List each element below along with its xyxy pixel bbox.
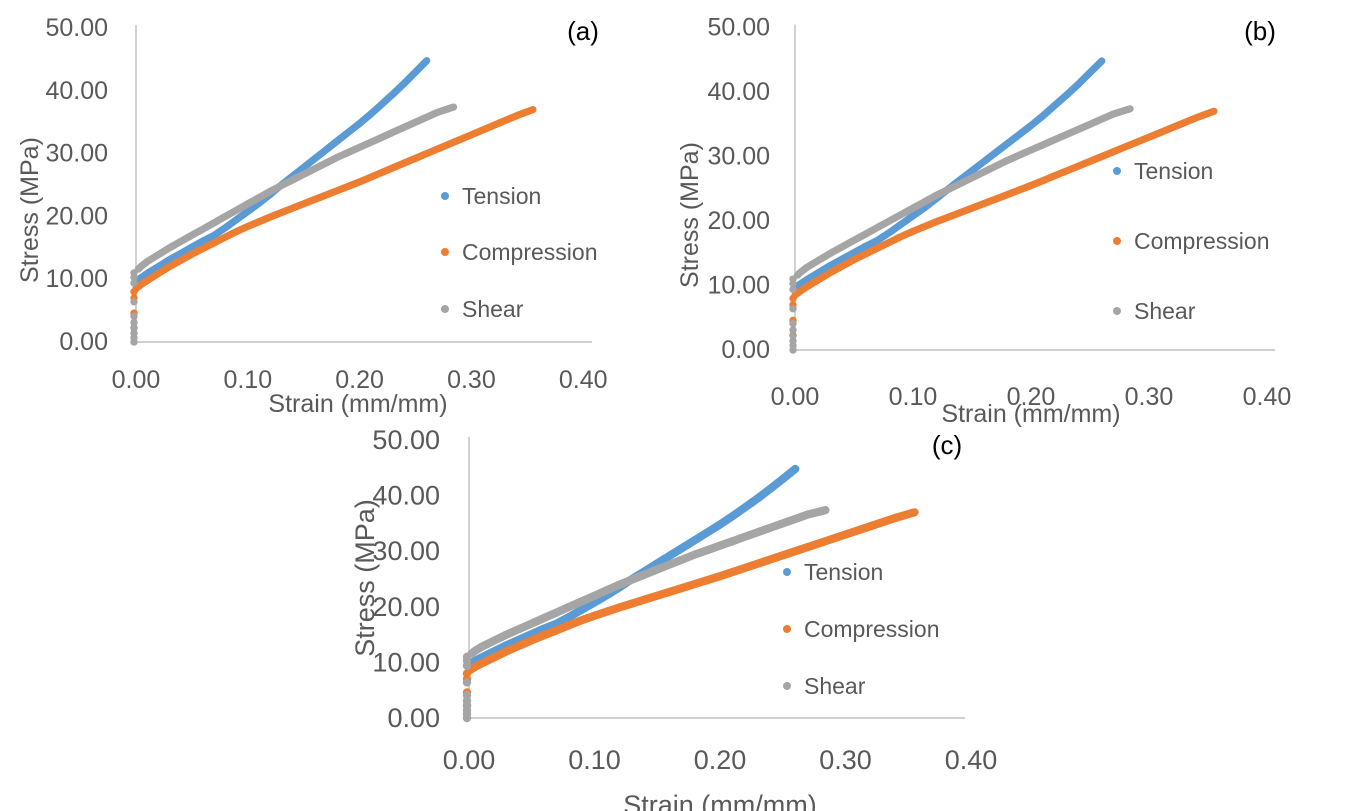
panel-c-legend-item-compression: Compression bbox=[783, 614, 940, 644]
y-tick-label: 20.00 bbox=[45, 202, 108, 230]
tension-marker-icon bbox=[783, 568, 791, 576]
x-tick-label: 0.00 bbox=[771, 383, 820, 411]
legend-label-tension: Tension bbox=[462, 182, 542, 209]
series-shear-start-dot bbox=[130, 298, 138, 306]
legend-label-compression: Compression bbox=[462, 238, 598, 265]
panel-a: 0.00 10.00 20.00 30.00 40.00 50.00 0.00 0.10 0.2… bbox=[45, 14, 607, 394]
panel-a-y-axis-title: Stress (MPa) bbox=[16, 137, 44, 283]
series-compression-curve bbox=[791, 107, 1218, 299]
series-shear-start-dot bbox=[462, 678, 472, 687]
panel-b-label: (b) bbox=[1244, 16, 1276, 46]
y-tick-label: 10.00 bbox=[707, 272, 770, 300]
x-tick-label: 0.30 bbox=[1125, 383, 1174, 411]
y-tick-label: 50.00 bbox=[372, 425, 440, 455]
legend-label-shear: Shear bbox=[1134, 297, 1196, 324]
legend-label-compression: Compression bbox=[1134, 227, 1270, 254]
x-tick-label: 0.10 bbox=[223, 366, 272, 394]
series-compression-curve bbox=[464, 508, 919, 675]
y-tick-label: 0.00 bbox=[59, 328, 108, 356]
compression-marker-icon bbox=[441, 248, 449, 256]
x-tick-label: 0.30 bbox=[819, 745, 872, 775]
legend-label-shear: Shear bbox=[462, 295, 524, 322]
y-tick-label: 20.00 bbox=[372, 592, 440, 622]
series-shear-start-dot bbox=[130, 312, 138, 320]
panel-b-y-axis-title: Stress (MPa) bbox=[676, 142, 704, 288]
panel-c-label: (c) bbox=[931, 430, 963, 460]
y-tick-label: 40.00 bbox=[372, 481, 440, 511]
panel-a-label: (a) bbox=[567, 16, 599, 46]
series-shear-curve bbox=[134, 103, 458, 273]
y-tick-label: 30.00 bbox=[707, 143, 770, 171]
series-shear-start-dot bbox=[130, 279, 138, 287]
series-shear-start-dot bbox=[130, 324, 138, 332]
compression-marker-icon bbox=[783, 625, 791, 633]
panel-c-legend-item-shear: Shear bbox=[783, 671, 865, 701]
x-tick-label: 0.00 bbox=[443, 745, 496, 775]
panel-b-legend-item-compression: Compression bbox=[1113, 226, 1270, 256]
panel-c: 0.00 10.00 20.00 30.00 40.00 50.00 0.00 0.10 0.2… bbox=[372, 425, 997, 775]
legend-label-tension: Tension bbox=[804, 558, 884, 585]
series-shear-start-dot bbox=[789, 337, 797, 345]
series-compression-curve bbox=[132, 106, 537, 293]
y-tick-label: 50.00 bbox=[707, 14, 770, 42]
series-shear-start-dot bbox=[789, 285, 797, 294]
panel-a-legend-item-compression: Compression bbox=[441, 237, 598, 267]
y-tick-label: 50.00 bbox=[45, 14, 108, 42]
series-shear-start-dot bbox=[789, 326, 797, 334]
legend-label-compression: Compression bbox=[804, 615, 940, 642]
panel-b: 0.00 10.00 20.00 30.00 40.00 50.00 0.00 0.10 0.2… bbox=[707, 14, 1291, 412]
shear-marker-icon bbox=[783, 682, 791, 690]
legend-label-shear: Shear bbox=[804, 672, 866, 699]
x-tick-label: 0.40 bbox=[945, 745, 998, 775]
y-tick-label: 0.00 bbox=[387, 703, 440, 733]
panel-b-legend-item-shear: Shear bbox=[1113, 296, 1195, 326]
x-tick-label: 0.20 bbox=[1007, 383, 1056, 411]
y-tick-label: 10.00 bbox=[372, 647, 440, 677]
series-shear-start-dot bbox=[789, 319, 797, 328]
series-shear-start-dot bbox=[462, 691, 472, 700]
x-tick-label: 0.10 bbox=[568, 745, 621, 775]
series-shear-start-dot bbox=[789, 305, 797, 313]
shear-marker-icon bbox=[441, 305, 449, 313]
panel-c-y-axis-title: Stress (MPa) bbox=[350, 499, 380, 657]
y-tick-label: 40.00 bbox=[707, 78, 770, 106]
y-tick-label: 30.00 bbox=[372, 536, 440, 566]
y-tick-label: 40.00 bbox=[45, 77, 108, 105]
series-shear-start-dot bbox=[789, 332, 797, 340]
y-tick-label: 30.00 bbox=[45, 140, 108, 168]
panel-c-x-axis-title: Strain (mm/mm) bbox=[623, 790, 817, 811]
x-tick-label: 0.20 bbox=[694, 745, 747, 775]
x-tick-label: 0.10 bbox=[889, 383, 938, 411]
panel-a-x-axis-title: Strain (mm/mm) bbox=[268, 390, 448, 418]
panel-c-legend-item-tension: Tension bbox=[783, 557, 883, 587]
tension-marker-icon bbox=[441, 192, 449, 200]
shear-marker-icon bbox=[1113, 307, 1121, 315]
y-tick-label: 20.00 bbox=[707, 207, 770, 235]
y-tick-label: 10.00 bbox=[45, 265, 108, 293]
compression-marker-icon bbox=[1113, 237, 1121, 245]
legend-label-tension: Tension bbox=[1134, 157, 1214, 184]
x-tick-label: 0.00 bbox=[112, 366, 161, 394]
series-shear-curve bbox=[793, 105, 1134, 279]
panel-b-x-axis-title: Strain (mm/mm) bbox=[941, 400, 1121, 428]
y-tick-label: 0.00 bbox=[721, 336, 770, 364]
x-tick-label: 0.20 bbox=[335, 366, 384, 394]
series-shear-curve bbox=[467, 506, 830, 658]
series-shear-start-dot bbox=[130, 318, 138, 327]
panel-a-legend-item-tension: Tension bbox=[441, 181, 541, 211]
x-tick-label: 0.40 bbox=[1243, 383, 1292, 411]
panel-a-legend-item-shear: Shear bbox=[441, 294, 523, 324]
tension-marker-icon bbox=[1113, 167, 1121, 175]
x-tick-label: 0.40 bbox=[559, 366, 608, 394]
x-tick-label: 0.30 bbox=[447, 366, 496, 394]
panel-b-legend-item-tension: Tension bbox=[1113, 156, 1213, 186]
